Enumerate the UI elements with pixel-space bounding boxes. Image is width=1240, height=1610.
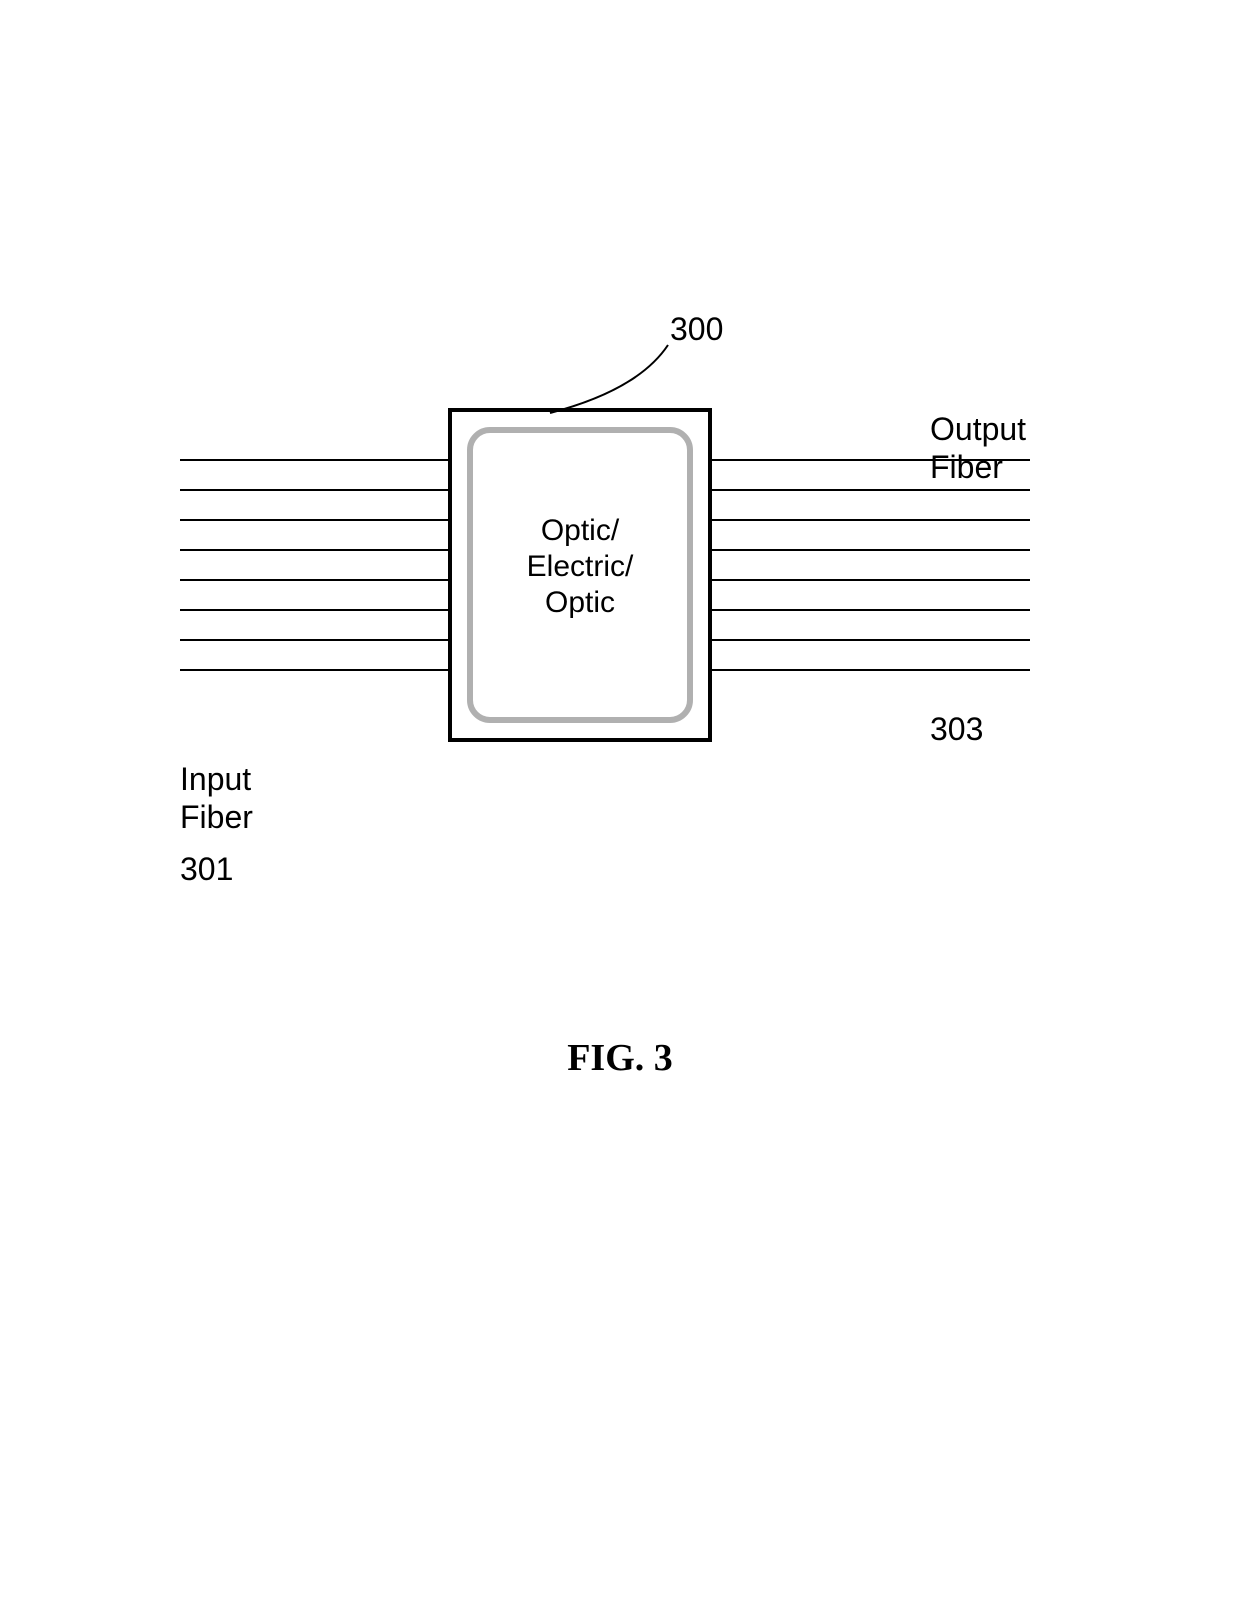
output-label-line1: Output <box>930 411 1026 447</box>
input-label-line2: Fiber <box>180 799 253 835</box>
figure-caption: FIG. 3 <box>567 1037 673 1079</box>
figure-container: Optic/ Electric/ Optic 300 Input Fiber 3… <box>50 50 1190 1560</box>
block-text-line2: Electric/ <box>527 550 634 583</box>
output-fiber-group <box>690 460 1030 670</box>
block-text-line1: Optic/ <box>541 514 620 547</box>
output-label-line2: Fiber <box>930 449 1003 485</box>
block-text-line3: Optic <box>545 586 615 619</box>
input-ref-label: 301 <box>180 851 233 887</box>
diagram-svg: Optic/ Electric/ Optic 300 Input Fiber 3… <box>50 50 1190 1560</box>
input-fiber-group <box>180 460 470 670</box>
callout-curve <box>550 345 668 413</box>
input-label-line1: Input <box>180 761 251 797</box>
ref-number-label: 300 <box>670 311 723 347</box>
output-ref-label: 303 <box>930 711 983 747</box>
